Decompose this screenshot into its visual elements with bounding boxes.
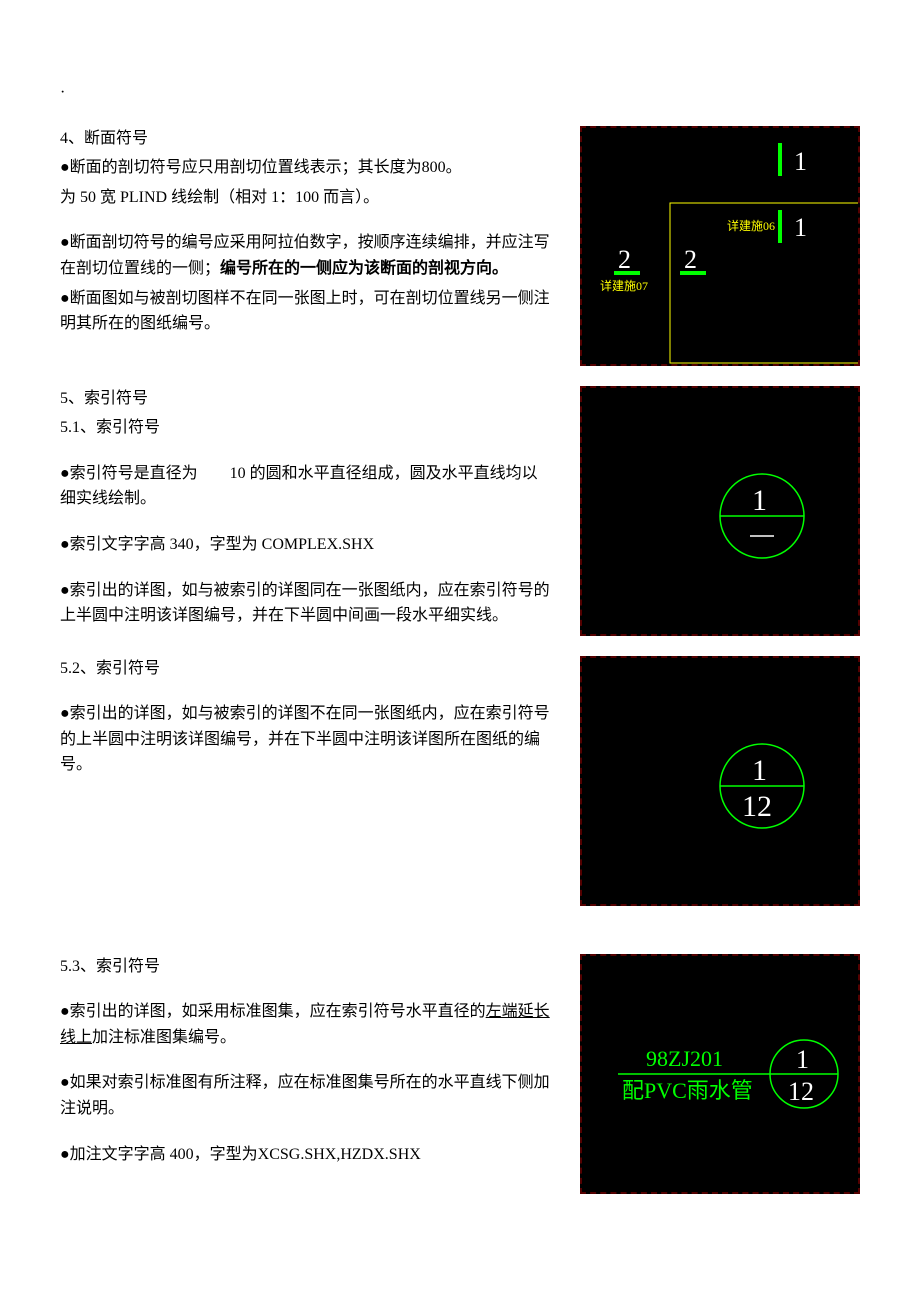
sec51-p1: ●索引符号是直径为 10 的圆和水平直径组成，圆及水平直线均以细实线绘制。 bbox=[60, 461, 550, 512]
figure-2-svg: 1 bbox=[582, 388, 860, 636]
sec51-p3: ●索引出的详图，如与被索引的详图同在一张图纸内，应在索引符号的上半圆中注明该详图… bbox=[60, 578, 550, 629]
sec52-heading: 5.2、索引符号 bbox=[60, 656, 550, 682]
fig3-bot-num: 12 bbox=[742, 790, 772, 823]
fig1-right-num: 1 bbox=[794, 213, 807, 242]
sec4-p1: ●断面的剖切符号应只用剖切位置线表示；其长度为800。 bbox=[60, 155, 550, 181]
fig4-note: 配PVC雨水管 bbox=[622, 1078, 753, 1103]
figure-4-svg: 1 12 98ZJ201 配PVC雨水管 bbox=[582, 956, 860, 1194]
sec4-p2: 为 50 宽 PLIND 线绘制（相对 1：100 而言）。 bbox=[60, 185, 550, 211]
sec5-heading: 5、索引符号 bbox=[60, 386, 550, 412]
sec53-heading: 5.3、索引符号 bbox=[60, 954, 550, 980]
sec4-p3-bold: 编号所在的一侧应为该断面的剖视方向。 bbox=[220, 260, 508, 277]
fig1-left-num: 2 bbox=[618, 245, 631, 274]
fig4-top-num: 1 bbox=[796, 1045, 809, 1074]
fig1-right-label: 详建施06 bbox=[727, 218, 775, 233]
sec53-p1-post: 加注标准图集编号。 bbox=[92, 1029, 236, 1046]
sec52-p1: ●索引出的详图，如与被索引的详图不在同一张图纸内，应在索引符号的上半圆中注明该详… bbox=[60, 701, 550, 778]
sec53-p2: ●如果对索引标准图有所注释，应在标准图集号所在的水平直线下侧加注说明。 bbox=[60, 1070, 550, 1121]
fig2-top-num: 1 bbox=[752, 484, 767, 517]
fig4-bot-num: 12 bbox=[788, 1077, 814, 1106]
fig3-top-num: 1 bbox=[752, 754, 767, 787]
fig4-std-code: 98ZJ201 bbox=[646, 1046, 723, 1071]
fig1-left-label: 详建施07 bbox=[600, 278, 648, 293]
fig1-mid-num: 2 bbox=[684, 245, 697, 274]
fig1-top-num: 1 bbox=[794, 147, 807, 176]
sec4-p3: ●断面剖切符号的编号应采用阿拉伯数字，按顺序连续编排，并应注写在剖切位置线的一侧… bbox=[60, 230, 550, 281]
sec51-p2: ●索引文字字高 340，字型为 COMPLEX.SHX bbox=[60, 532, 550, 558]
sec4-p4: ●断面图如与被剖切图样不在同一张图上时，可在剖切位置线另一侧注明其所在的图纸编号… bbox=[60, 286, 550, 337]
figure-1-svg: 1 1 详建施06 2 2 详建施07 bbox=[582, 128, 860, 366]
figure-1-section-symbol: 1 1 详建施06 2 2 详建施07 bbox=[580, 126, 860, 366]
figure-3-svg: 1 12 bbox=[582, 658, 860, 906]
sec51-heading: 5.1、索引符号 bbox=[60, 415, 550, 441]
sec53-p1: ●索引出的详图，如采用标准图集，应在索引符号水平直径的左端延长线上加注标准图集编… bbox=[60, 999, 550, 1050]
sec4-heading: 4、断面符号 bbox=[60, 126, 550, 152]
lead-dot: · bbox=[60, 80, 860, 106]
figure-2-index-same-sheet: 1 bbox=[580, 386, 860, 636]
sec53-p1-pre: ●索引出的详图，如采用标准图集，应在索引符号水平直径的 bbox=[60, 1003, 486, 1020]
figure-3-index-other-sheet: 1 12 bbox=[580, 656, 860, 906]
sec53-p3: ●加注文字字高 400，字型为XCSG.SHX,HZDX.SHX bbox=[60, 1142, 550, 1168]
figure-4-index-std-atlas: 1 12 98ZJ201 配PVC雨水管 bbox=[580, 954, 860, 1194]
